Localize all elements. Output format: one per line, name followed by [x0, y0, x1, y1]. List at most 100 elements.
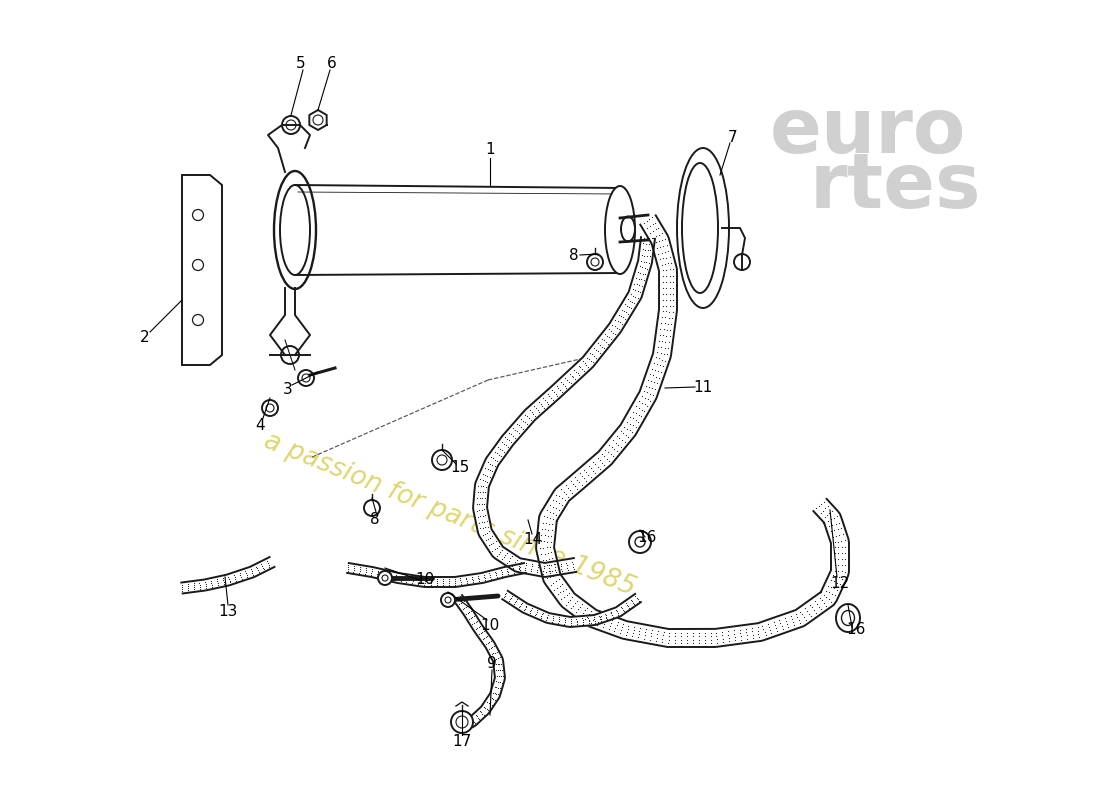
Point — [482, 642, 499, 654]
Point — [351, 562, 369, 575]
Point — [475, 503, 493, 516]
Point — [661, 330, 679, 342]
Point — [452, 576, 470, 589]
Point — [481, 642, 498, 655]
Point — [543, 615, 561, 628]
Point — [828, 583, 846, 596]
Point — [644, 218, 661, 230]
Point — [803, 601, 821, 614]
Point — [257, 555, 275, 568]
Point — [656, 347, 673, 360]
Point — [637, 379, 654, 392]
Point — [544, 570, 562, 582]
Polygon shape — [454, 595, 505, 733]
Point — [826, 589, 844, 602]
Point — [214, 574, 232, 586]
Point — [645, 357, 662, 370]
Point — [550, 490, 568, 502]
Point — [649, 365, 667, 378]
Point — [661, 324, 679, 337]
Point — [547, 561, 564, 574]
Point — [581, 607, 598, 620]
Point — [625, 289, 642, 302]
Text: 6: 6 — [327, 55, 337, 70]
Point — [481, 567, 498, 580]
Ellipse shape — [682, 163, 718, 293]
Point — [666, 630, 683, 642]
Point — [580, 468, 597, 481]
Point — [374, 569, 392, 582]
Point — [468, 504, 485, 517]
Point — [561, 594, 579, 606]
Point — [642, 627, 660, 640]
Point — [771, 614, 789, 626]
Point — [487, 569, 505, 582]
Point — [641, 394, 659, 407]
Point — [652, 317, 670, 330]
Point — [490, 441, 507, 454]
Point — [499, 568, 517, 581]
Point — [490, 449, 507, 462]
Point — [612, 440, 629, 453]
Point — [544, 513, 562, 526]
Point — [464, 576, 482, 589]
Point — [542, 546, 560, 558]
Point — [604, 318, 622, 331]
Point — [541, 390, 559, 402]
Point — [540, 518, 558, 530]
Point — [529, 561, 547, 574]
Point — [627, 271, 645, 284]
Point — [486, 646, 504, 659]
Point — [540, 523, 558, 536]
Point — [484, 686, 502, 699]
Point — [456, 601, 474, 614]
Point — [571, 467, 588, 480]
Point — [486, 542, 504, 555]
Point — [821, 506, 838, 519]
Point — [607, 603, 625, 616]
Point — [496, 590, 514, 602]
Point — [661, 306, 679, 318]
Point — [570, 359, 587, 372]
Point — [249, 562, 266, 575]
Point — [556, 591, 573, 604]
Point — [475, 701, 493, 714]
Point — [471, 713, 488, 726]
Point — [791, 617, 808, 630]
Point — [340, 559, 358, 572]
Point — [466, 616, 484, 629]
Circle shape — [364, 500, 380, 516]
Point — [502, 552, 519, 565]
Point — [493, 566, 510, 578]
Point — [470, 573, 487, 586]
Point — [518, 418, 536, 430]
Point — [541, 512, 559, 525]
Point — [569, 482, 586, 495]
Text: 10: 10 — [416, 573, 434, 587]
Point — [595, 450, 613, 462]
Point — [616, 312, 634, 325]
Point — [416, 578, 433, 591]
Point — [628, 278, 646, 291]
Point — [465, 715, 483, 728]
Point — [644, 382, 661, 394]
Point — [568, 614, 585, 627]
Point — [239, 570, 256, 583]
Point — [644, 225, 661, 238]
Point — [491, 658, 508, 670]
Point — [578, 359, 595, 372]
Text: 17: 17 — [452, 734, 472, 750]
Point — [625, 623, 642, 636]
Point — [447, 593, 464, 606]
Point — [653, 310, 671, 323]
Point — [829, 558, 847, 571]
Point — [807, 606, 825, 619]
Point — [629, 266, 647, 278]
Point — [494, 553, 512, 566]
Point — [582, 354, 600, 367]
Point — [470, 575, 487, 588]
Point — [528, 566, 546, 579]
Point — [476, 468, 494, 481]
Point — [578, 474, 595, 487]
Point — [505, 565, 522, 578]
